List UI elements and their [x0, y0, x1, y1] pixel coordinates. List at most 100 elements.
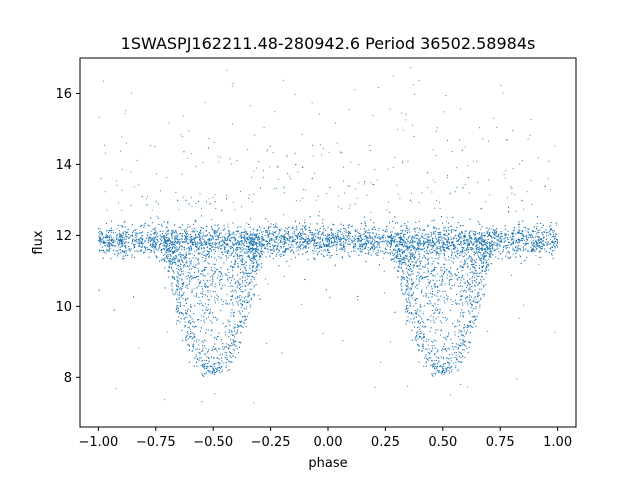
data-point: [360, 244, 362, 246]
data-point: [548, 231, 550, 233]
data-point: [491, 228, 493, 230]
data-point: [416, 234, 418, 236]
data-point: [282, 243, 284, 245]
data-point: [523, 239, 526, 241]
data-point: [260, 246, 262, 248]
data-point: [245, 237, 247, 239]
data-point: [246, 222, 248, 224]
data-point: [512, 231, 514, 233]
data-point: [120, 225, 122, 227]
data-point: [342, 232, 344, 234]
data-point: [174, 230, 176, 232]
data-point: [328, 242, 331, 244]
data-point: [153, 236, 155, 238]
data-point: [309, 243, 311, 245]
data-point: [140, 236, 142, 238]
data-point: [467, 240, 470, 243]
data-point: [519, 249, 522, 251]
data-points: [97, 67, 559, 404]
data-point: [219, 236, 221, 238]
data-point: [260, 243, 263, 245]
data-point: [204, 239, 206, 241]
data-point: [505, 252, 508, 254]
data-point: [294, 228, 296, 231]
data-point: [154, 238, 156, 240]
data-point: [217, 238, 219, 240]
data-point: [122, 241, 124, 243]
data-point: [225, 240, 227, 242]
data-point: [241, 235, 243, 238]
data-point: [392, 227, 395, 229]
data-point: [119, 232, 121, 234]
data-point: [307, 259, 309, 261]
data-point: [404, 224, 406, 226]
data-point: [319, 247, 321, 249]
data-point: [525, 240, 527, 243]
data-point: [276, 227, 278, 229]
data-point: [539, 251, 541, 253]
data-point: [547, 178, 549, 180]
data-point: [423, 235, 425, 237]
data-point: [474, 237, 476, 239]
data-point: [112, 230, 114, 232]
data-point: [188, 234, 190, 236]
data-point: [117, 245, 119, 247]
data-point: [238, 226, 240, 228]
data-point: [511, 240, 513, 242]
data-point: [283, 244, 285, 246]
data-point: [481, 231, 483, 233]
data-point: [173, 225, 175, 227]
data-point: [328, 255, 330, 257]
data-point: [164, 236, 166, 238]
data-point: [224, 229, 226, 231]
data-point: [328, 249, 330, 252]
data-point: [159, 238, 161, 240]
data-point: [124, 220, 126, 222]
data-point: [288, 246, 290, 248]
data-point: [545, 235, 548, 237]
data-point: [220, 232, 222, 234]
data-point: [272, 246, 274, 248]
data-point: [513, 229, 515, 231]
data-point: [198, 237, 200, 239]
data-point: [155, 227, 157, 229]
data-point: [198, 253, 200, 256]
data-point: [231, 233, 233, 235]
data-point: [406, 243, 408, 245]
data-point: [315, 250, 317, 252]
data-point: [549, 247, 551, 249]
data-point: [161, 225, 163, 228]
data-point: [218, 250, 220, 252]
data-point: [303, 219, 306, 221]
data-point: [349, 236, 351, 238]
data-point: [315, 244, 317, 247]
data-point: [535, 255, 537, 257]
data-point: [391, 250, 393, 252]
data-point: [537, 242, 540, 244]
data-point: [109, 242, 111, 244]
data-point: [153, 248, 155, 250]
data-point: [299, 238, 301, 240]
data-point: [519, 254, 521, 256]
data-point: [372, 250, 374, 252]
data-point: [280, 247, 282, 249]
data-point: [296, 235, 298, 237]
data-point: [426, 250, 428, 253]
data-point: [224, 227, 226, 229]
data-point: [360, 238, 362, 240]
data-point: [318, 248, 320, 250]
data-point: [550, 227, 552, 230]
data-point: [378, 244, 380, 246]
data-point: [217, 224, 220, 226]
data-point: [424, 256, 426, 258]
data-point: [493, 232, 495, 234]
data-point: [292, 251, 295, 253]
data-point: [507, 250, 509, 252]
data-point: [359, 228, 362, 230]
data-point: [555, 232, 557, 235]
data-point: [344, 242, 346, 244]
data-point: [468, 235, 470, 237]
data-point: [522, 208, 525, 210]
data-point: [251, 243, 254, 245]
data-point: [407, 229, 409, 231]
